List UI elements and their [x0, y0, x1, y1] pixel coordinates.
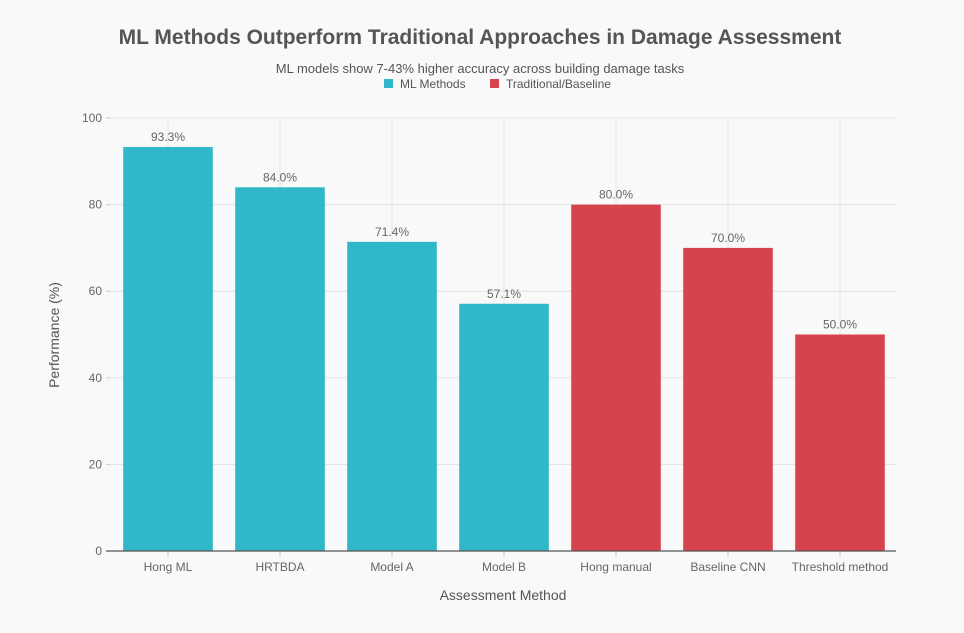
chart-title: ML Methods Outperform Traditional Approa…: [119, 26, 842, 49]
x-tick-label: Baseline CNN: [690, 560, 765, 574]
y-tick-label: 100: [82, 111, 102, 125]
bar-hrtbda: [235, 187, 325, 551]
bar-model-b: [459, 303, 549, 551]
bars: [123, 147, 885, 552]
data-label: 80.0%: [599, 188, 633, 202]
bar-hong-manual: [571, 204, 661, 551]
x-axis-title: Assessment Method: [440, 587, 567, 603]
y-tick-label: 40: [89, 371, 103, 385]
legend-swatch-ml: [384, 79, 393, 88]
bar-baseline-cnn: [683, 247, 773, 551]
x-tick-label: Model B: [482, 560, 526, 574]
axes: 0 20 40 60 80 100 Hong ML HRTBDA Model A Model B H…: [82, 111, 896, 574]
x-tick-label: Model A: [370, 560, 413, 574]
y-tick-label: 0: [95, 544, 102, 558]
bar-hong-ml: [123, 147, 213, 552]
bar-threshold-method: [795, 334, 885, 551]
legend: ML Methods Traditional/Baseline: [384, 77, 611, 91]
legend-label-ml: ML Methods: [400, 77, 466, 91]
x-tick-label: Hong ML: [144, 560, 193, 574]
data-labels: 93.3% 84.0% 71.4% 57.1% 80.0% 70.0% 50.0%: [151, 130, 857, 331]
y-tick-label: 20: [89, 457, 103, 471]
y-axis-title: Performance (%): [46, 282, 62, 388]
data-label: 93.3%: [151, 130, 185, 144]
data-label: 84.0%: [263, 170, 297, 184]
x-tick-label: HRTBDA: [255, 560, 304, 574]
y-tick-label: 60: [89, 284, 103, 298]
chart-subtitle: ML models show 7-43% higher accuracy acr…: [276, 61, 685, 76]
data-label: 71.4%: [375, 225, 409, 239]
data-label: 50.0%: [823, 318, 857, 332]
x-tick-label: Hong manual: [580, 560, 651, 574]
legend-swatch-traditional: [490, 79, 499, 88]
y-tick-label: 80: [89, 198, 103, 212]
x-tick-label: Threshold method: [792, 560, 889, 574]
bar-model-a: [347, 241, 437, 551]
data-label: 57.1%: [487, 287, 521, 301]
data-label: 70.0%: [711, 231, 745, 245]
legend-label-traditional: Traditional/Baseline: [506, 77, 611, 91]
